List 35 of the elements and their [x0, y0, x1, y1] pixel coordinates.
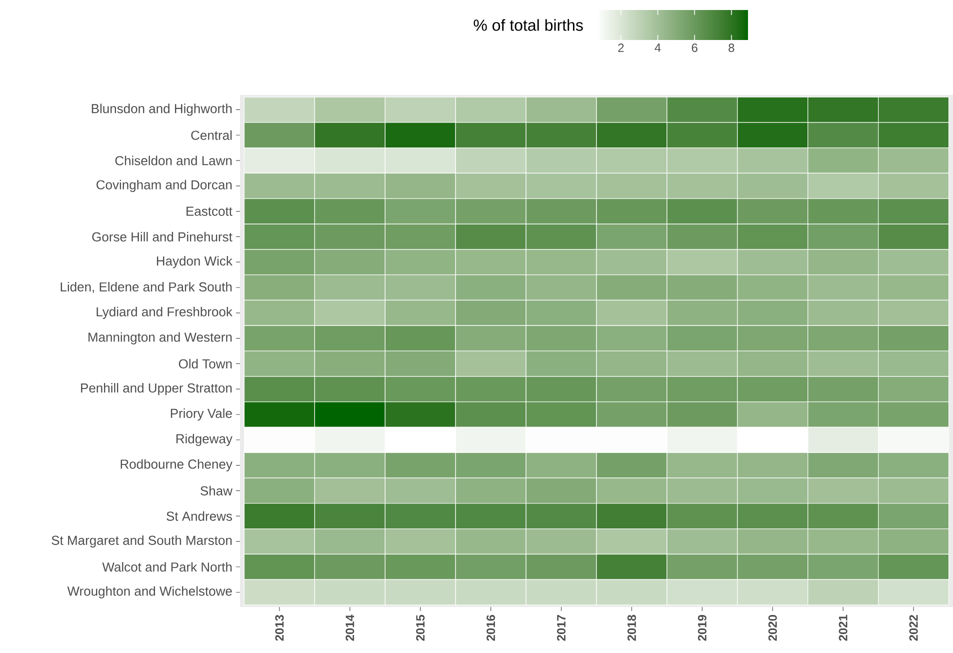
color-bar-label: 6 [692, 44, 698, 52]
y-tick-label: Gorse Hill and Pinehurst [92, 232, 232, 242]
x-tick-label: 2018 [627, 614, 636, 641]
color-bar-label: 8 [728, 44, 734, 52]
y-tick-label: Chiseldon and Lawn [115, 156, 232, 166]
y-tick-label: Shaw [200, 486, 233, 496]
y-tick-label: Priory Vale [170, 408, 232, 421]
y-tick-label: Walcot and Park North [102, 562, 232, 572]
y-tick-label: St Margaret and South Marston [52, 535, 232, 548]
y-tick-label: Liden, Eldene and Park South [60, 282, 232, 294]
x-tick-label: 2019 [698, 614, 706, 641]
y-tick-label: Ridgeway [176, 434, 232, 446]
y-tick-label: Old Town [178, 358, 232, 368]
x-tick-label: 2013 [275, 614, 284, 641]
y-tick-label: Penhill and Upper Stratton [81, 383, 232, 396]
x-tick-label: 2017 [557, 615, 566, 641]
y-tick-label: Mannington and Western [88, 332, 232, 344]
y-tick-label: Wroughton and Wichelstowe [67, 586, 232, 598]
y-tick-label: Lydiard and Freshbrook [96, 306, 232, 319]
y-tick-label: Covingham and Dorcan [96, 180, 232, 192]
x-tick-label: 2020 [768, 615, 777, 641]
y-tick-label: Central [191, 130, 232, 140]
y-tick-label: Rodbourne Cheney [120, 459, 232, 472]
y-tick-label: Eastcott [186, 206, 232, 216]
color-bar-label: 4 [654, 44, 661, 52]
x-tick-label: 2015 [416, 614, 425, 641]
y-tick-label: St Andrews [166, 511, 232, 521]
x-tick-label: 2016 [486, 614, 496, 641]
color-bar-label: 2 [618, 44, 624, 52]
y-tick-label: Blunsdon and Highworth [92, 104, 232, 116]
color-bar-title: % of total births [474, 19, 583, 31]
x-tick-label: 2014 [346, 614, 354, 641]
x-tick-label: 2022 [909, 615, 918, 641]
x-tick-label: 2021 [838, 614, 848, 641]
y-tick-label: Haydon Wick [156, 256, 232, 268]
